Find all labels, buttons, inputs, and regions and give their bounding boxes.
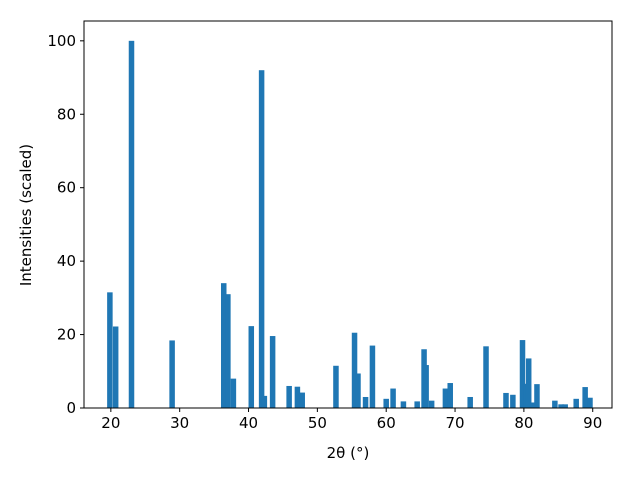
bar bbox=[351, 332, 358, 408]
bar bbox=[400, 401, 407, 408]
x-tick-label: 40 bbox=[239, 414, 258, 432]
y-tick-label: 100 bbox=[47, 32, 76, 50]
y-tick-label: 20 bbox=[57, 326, 76, 344]
bar bbox=[286, 385, 292, 408]
axes-frame bbox=[83, 20, 613, 409]
bar bbox=[169, 340, 175, 408]
x-tick-label: 50 bbox=[308, 414, 327, 432]
bar bbox=[447, 383, 453, 408]
bar bbox=[442, 388, 449, 408]
bar bbox=[128, 40, 135, 408]
bar bbox=[299, 392, 305, 408]
bar bbox=[587, 397, 593, 408]
bar bbox=[390, 388, 396, 408]
bar bbox=[582, 387, 588, 408]
bar bbox=[534, 384, 540, 408]
bar bbox=[414, 401, 420, 408]
bar bbox=[562, 404, 568, 408]
bar bbox=[333, 365, 339, 408]
bar bbox=[423, 365, 429, 408]
bar bbox=[503, 392, 509, 408]
bar bbox=[269, 336, 276, 408]
bar bbox=[558, 404, 564, 408]
y-tick-label: 0 bbox=[66, 399, 76, 417]
bar bbox=[573, 398, 579, 408]
x-tick-label: 30 bbox=[170, 414, 189, 432]
x-tick-label: 80 bbox=[514, 414, 533, 432]
x-tick-label: 90 bbox=[583, 414, 602, 432]
plot-area bbox=[107, 40, 593, 408]
bar bbox=[510, 394, 516, 408]
bar bbox=[261, 395, 268, 408]
bar bbox=[230, 378, 237, 408]
x-tick-label: 70 bbox=[445, 414, 464, 432]
x-axis-label: 2θ (°) bbox=[327, 444, 370, 462]
bar bbox=[355, 373, 361, 408]
y-axis-label: Intensities (scaled) bbox=[17, 144, 35, 286]
bar bbox=[225, 294, 231, 408]
bar bbox=[112, 326, 119, 408]
x-tick-label: 20 bbox=[101, 414, 120, 432]
bar bbox=[525, 358, 532, 408]
bar bbox=[369, 345, 376, 408]
bar bbox=[383, 398, 389, 408]
bar bbox=[362, 396, 369, 408]
bar bbox=[483, 346, 489, 408]
bar bbox=[467, 396, 473, 408]
bar bbox=[220, 283, 227, 408]
y-tick-label: 40 bbox=[57, 252, 76, 270]
bar bbox=[530, 402, 536, 408]
bar bbox=[258, 70, 265, 408]
bar bbox=[428, 400, 435, 408]
bar bbox=[107, 292, 113, 408]
bar bbox=[519, 340, 526, 408]
bar bbox=[294, 386, 301, 408]
y-tick-label: 80 bbox=[57, 105, 76, 123]
x-tick-label: 60 bbox=[377, 414, 396, 432]
bar bbox=[248, 326, 255, 408]
y-tick-label: 60 bbox=[57, 179, 76, 197]
bar bbox=[552, 400, 558, 408]
